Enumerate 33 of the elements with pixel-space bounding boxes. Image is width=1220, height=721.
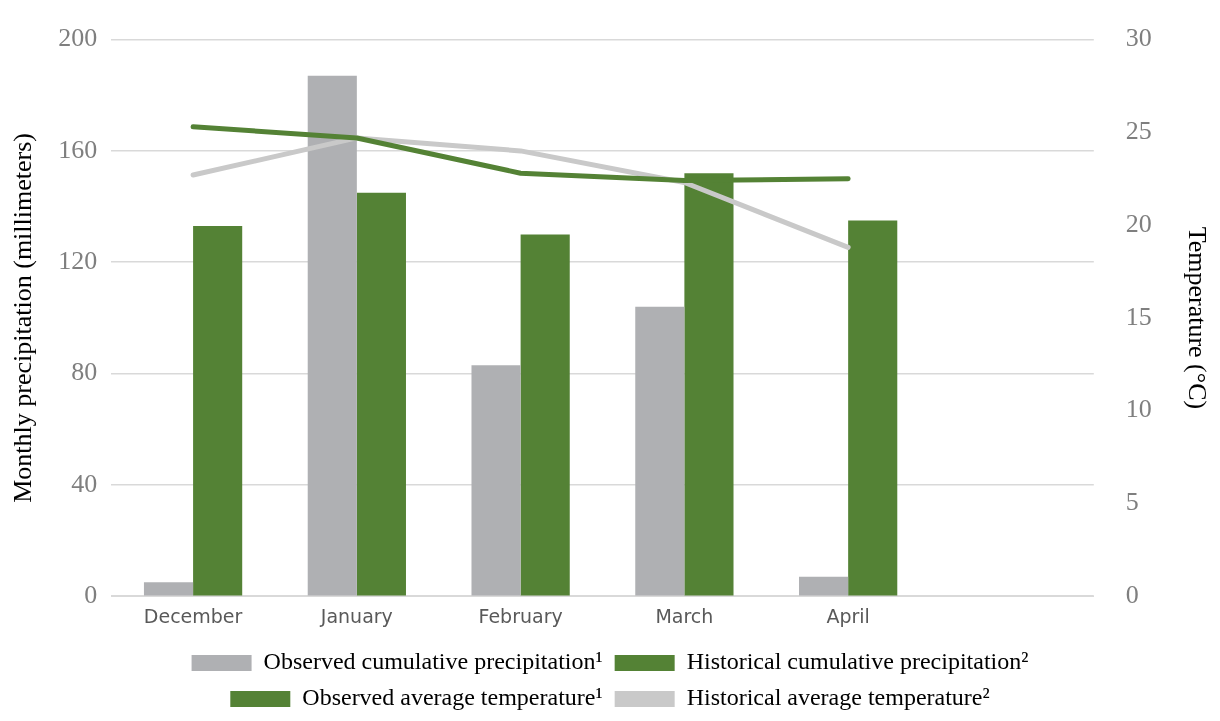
- bar: [635, 306, 685, 596]
- y2-axis-title: Temperature (°C): [1182, 226, 1212, 410]
- y-tick-label: 80: [71, 357, 98, 387]
- bar: [848, 220, 898, 596]
- legend-label: Observed cumulative precipitation¹: [263, 648, 603, 675]
- x-tick-label: December: [143, 604, 243, 627]
- bar: [143, 582, 194, 596]
- x-tick-label: April: [826, 604, 870, 627]
- x-tick-label: February: [478, 604, 563, 627]
- bar: [356, 192, 406, 596]
- x-tick-label: March: [655, 604, 714, 627]
- bar: [799, 576, 849, 596]
- y-tick-label: 0: [84, 580, 98, 610]
- x-tick-label: January: [319, 604, 393, 627]
- bar: [471, 365, 521, 596]
- y-tick-label: 160: [58, 134, 98, 164]
- bar: [520, 234, 570, 596]
- y-axis-title: Monthly precipitation (millimeters): [8, 133, 38, 503]
- y2-tick-label: 25: [1125, 116, 1152, 146]
- y2-tick-label: 30: [1125, 23, 1152, 53]
- legend-label: Historical average temperature²: [686, 684, 990, 711]
- y-tick-label: 120: [58, 246, 98, 276]
- y2-tick-label: 10: [1125, 394, 1152, 424]
- y-tick-label: 40: [71, 468, 98, 498]
- y-tick-label: 200: [58, 23, 98, 53]
- bar: [193, 226, 243, 596]
- y2-tick-label: 15: [1125, 301, 1152, 331]
- y2-tick-label: 20: [1125, 208, 1152, 238]
- bar: [307, 75, 357, 596]
- legend-label: Observed average temperature¹: [302, 684, 603, 711]
- legend-label: Historical cumulative precipitation²: [686, 648, 1029, 675]
- y2-tick-label: 5: [1125, 487, 1139, 517]
- y2-tick-label: 0: [1125, 580, 1139, 610]
